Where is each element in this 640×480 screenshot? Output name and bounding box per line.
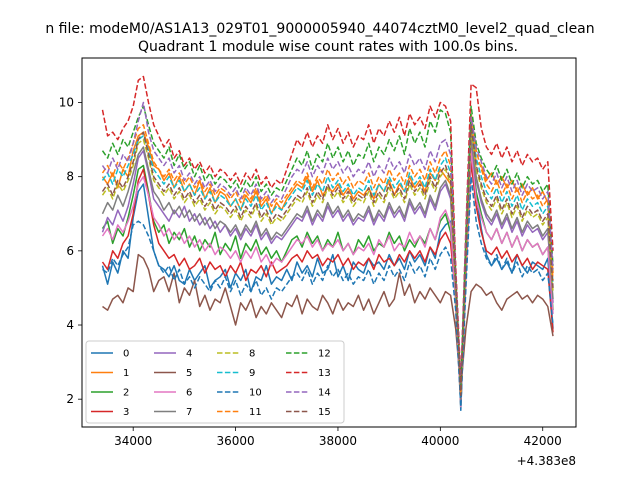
y-tick-label: 2 — [66, 392, 74, 406]
legend-label-4: 4 — [186, 349, 192, 360]
legend-label-11: 11 — [249, 407, 262, 418]
legend-label-12: 12 — [318, 349, 331, 360]
x-tick-label: 36000 — [216, 434, 254, 448]
legend-label-13: 13 — [318, 368, 331, 379]
plot-frame — [81, 57, 577, 428]
series-line-10 — [102, 175, 554, 408]
x-tick-label: 42000 — [524, 434, 562, 448]
x-tick-label: 38000 — [319, 434, 357, 448]
series-line-14 — [101, 101, 554, 389]
legend-label-0: 0 — [123, 349, 129, 360]
legend-label-6: 6 — [186, 388, 192, 399]
legend-label-8: 8 — [249, 349, 255, 360]
series-line-5 — [102, 253, 554, 389]
legend-label-10: 10 — [249, 388, 262, 399]
legend-label-1: 1 — [123, 368, 129, 379]
legend-label-9: 9 — [249, 368, 255, 379]
x-tick-label: 34000 — [114, 434, 152, 448]
x-offset-label: +4.383e8 — [517, 454, 576, 468]
legend-label-15: 15 — [318, 407, 331, 418]
series-line-8 — [101, 127, 554, 397]
series-line-6 — [101, 149, 554, 408]
series-line-4 — [101, 138, 554, 400]
series-line-11 — [101, 112, 554, 393]
legend-label-5: 5 — [186, 368, 192, 379]
legend-label-7: 7 — [186, 407, 192, 418]
series-line-12 — [101, 105, 554, 389]
x-tick-label: 40000 — [421, 434, 459, 448]
series-line-3 — [101, 161, 554, 404]
y-tick-label: 10 — [59, 96, 74, 110]
series-line-7 — [101, 135, 554, 400]
series-layer — [101, 75, 554, 412]
series-line-13 — [101, 75, 554, 382]
legend-label-14: 14 — [318, 388, 331, 399]
series-line-15 — [101, 124, 554, 397]
legend-label-3: 3 — [123, 407, 129, 418]
legend-box — [85, 340, 345, 424]
y-tick-label: 6 — [66, 244, 74, 258]
y-tick-label: 4 — [66, 318, 74, 332]
series-line-2 — [101, 146, 554, 408]
series-line-9 — [101, 120, 554, 393]
figure-suptitle: n file: modeM0/AS1A13_029T01_9000005940_… — [45, 21, 594, 37]
chart-title: Quadrant 1 module wise count rates with … — [138, 39, 518, 55]
y-tick-label: 8 — [66, 170, 74, 184]
legend-label-2: 2 — [123, 388, 129, 399]
